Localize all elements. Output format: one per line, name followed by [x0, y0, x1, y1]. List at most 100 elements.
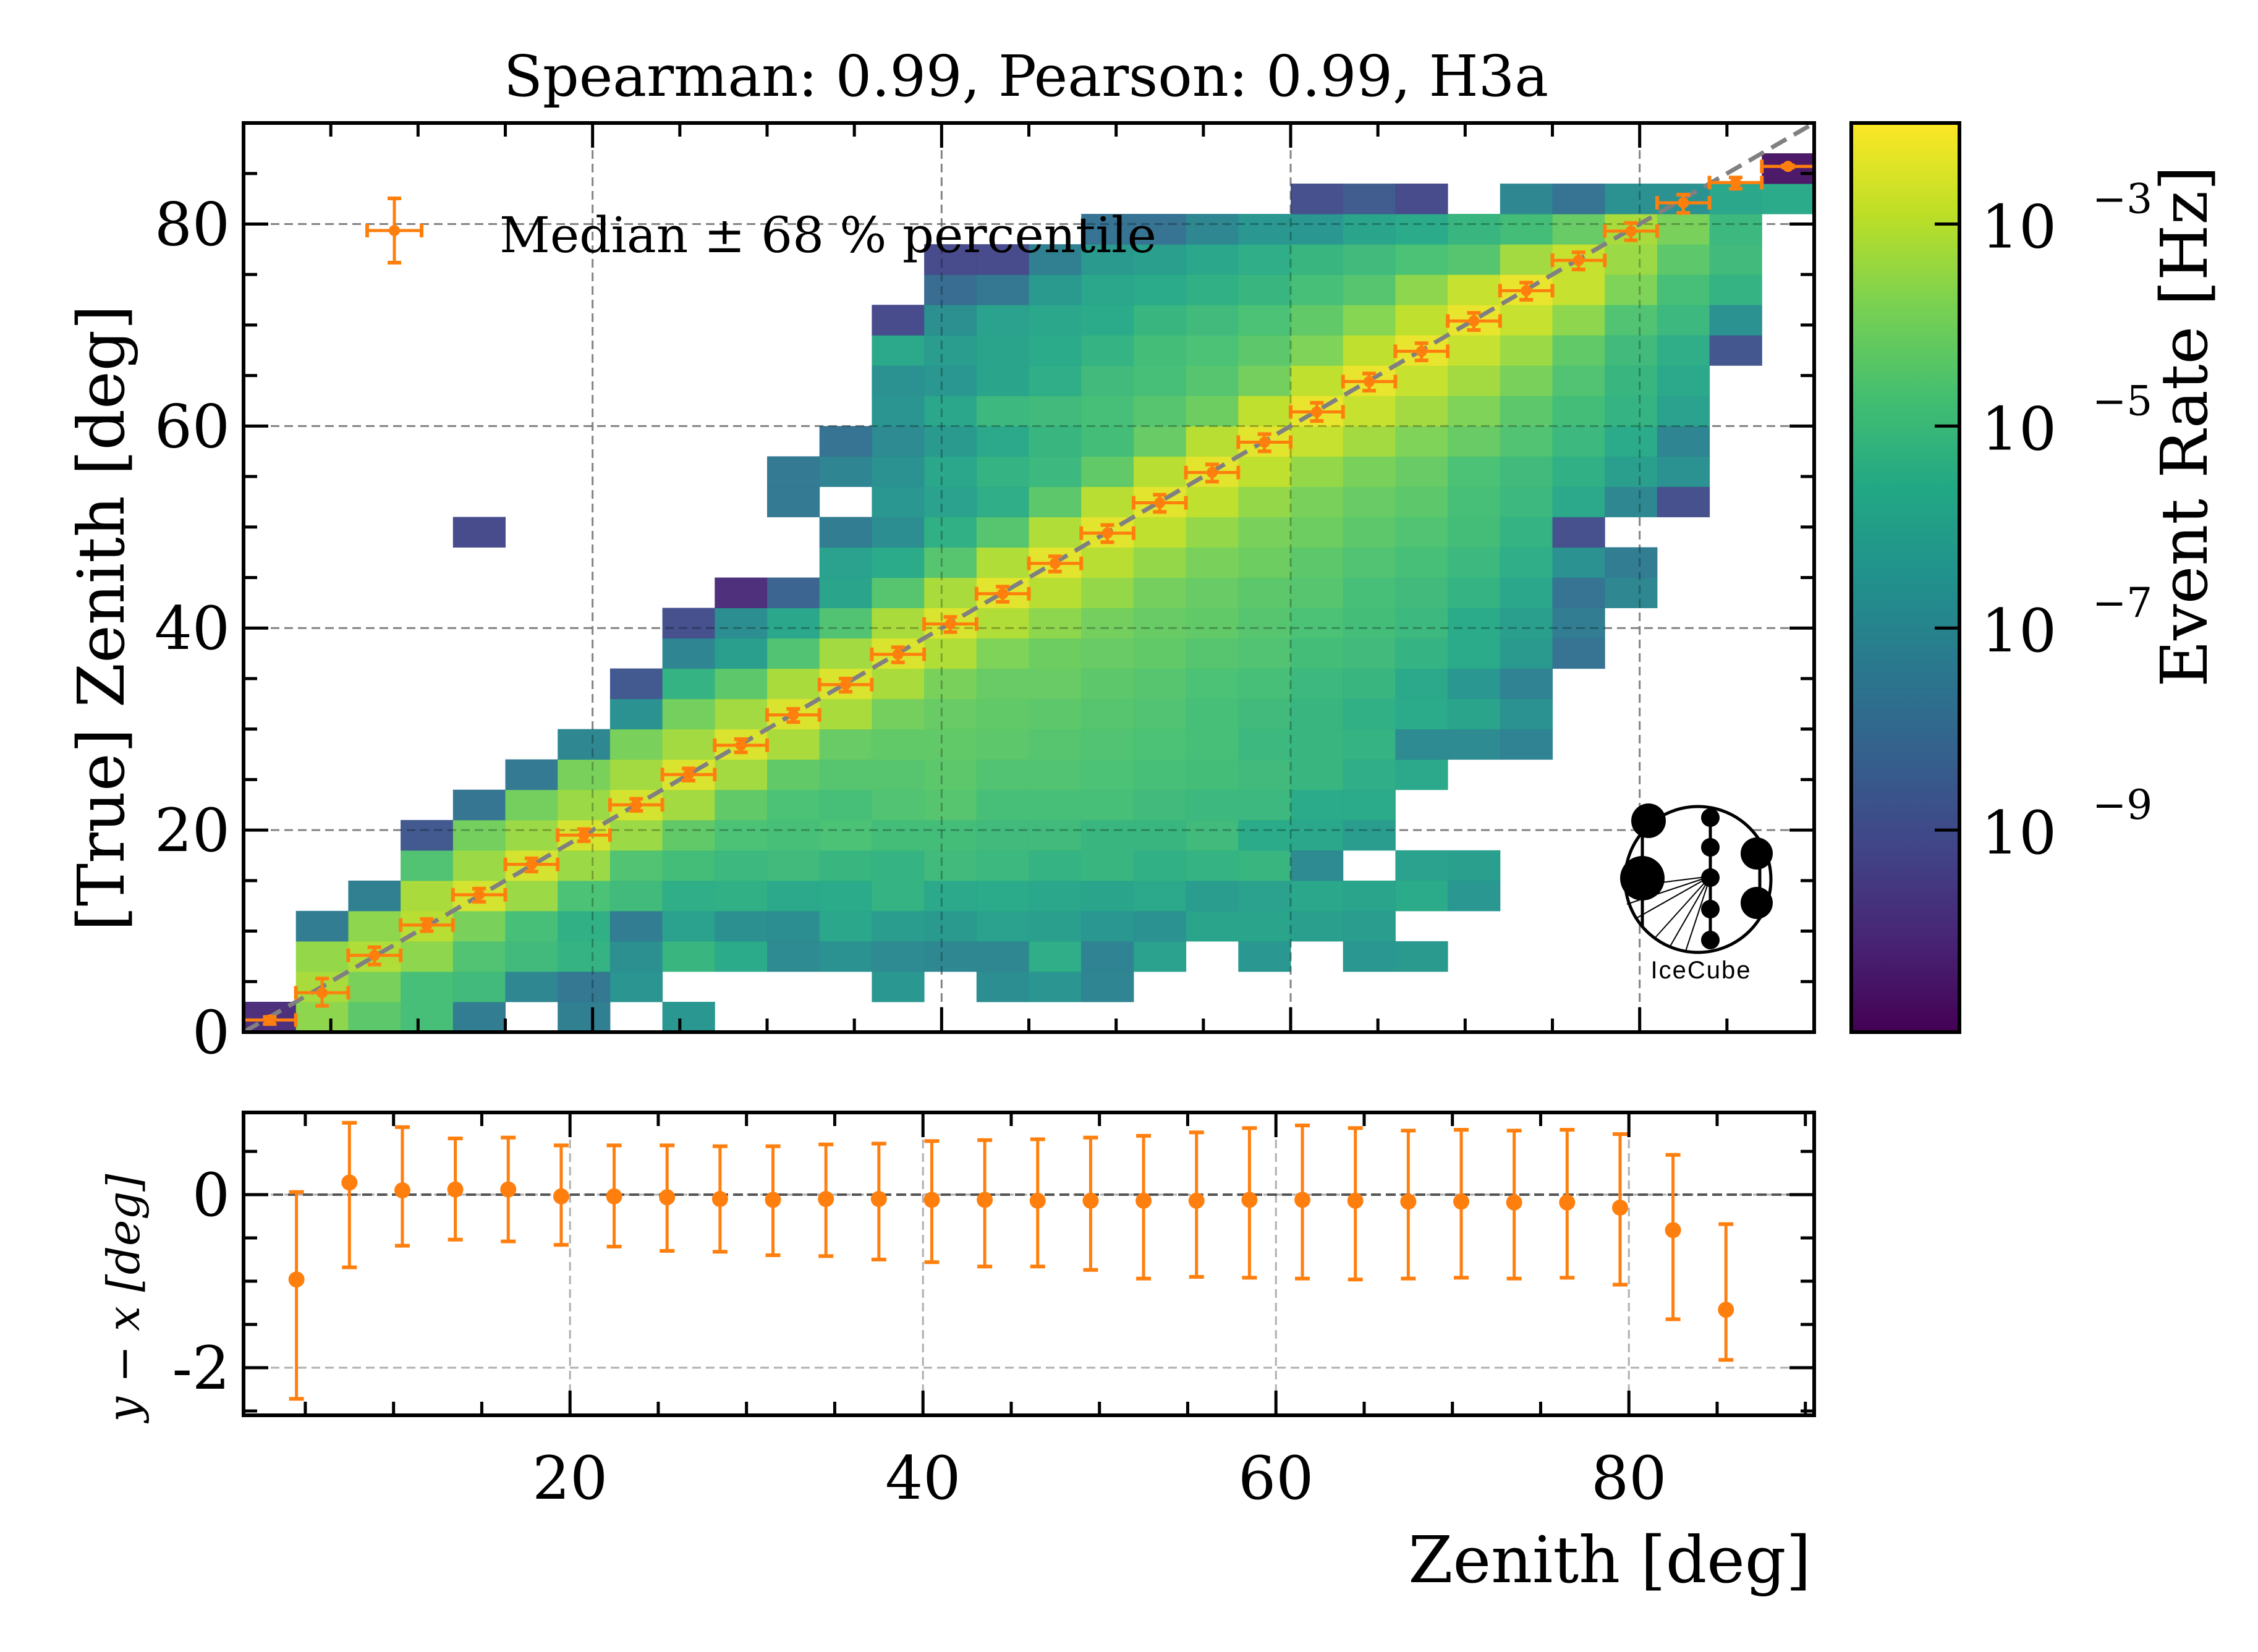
heatmap-cell [1291, 577, 1344, 609]
heatmap-cell [924, 759, 977, 790]
median-marker [892, 648, 904, 660]
residual-marker [977, 1192, 993, 1208]
heatmap-cell [1343, 941, 1396, 972]
heatmap-cell [1238, 910, 1291, 942]
heatmap-cell [1291, 274, 1344, 305]
residual-marker [1029, 1192, 1046, 1209]
heatmap-cell [1081, 729, 1134, 760]
heatmap-cell [1605, 426, 1658, 457]
heatmap-cell [1238, 517, 1291, 548]
heatmap-cell [1238, 698, 1291, 730]
heatmap-cell [348, 1001, 401, 1033]
heatmap-cell [1238, 335, 1291, 366]
heatmap-cell [924, 850, 977, 881]
heatmap-cell [1186, 850, 1239, 881]
heatmap-cell [1500, 729, 1553, 760]
heatmap-cell [976, 820, 1029, 851]
residual-point [553, 1143, 569, 1247]
heatmap-cell [1291, 214, 1344, 245]
heatmap-cell [1291, 910, 1344, 942]
heatmap-cell [1133, 365, 1187, 396]
median-marker [1678, 197, 1689, 209]
median-marker [1573, 255, 1584, 266]
heatmap-cell [1500, 517, 1553, 548]
residual-point [1453, 1128, 1469, 1280]
heatmap-cell [1029, 486, 1082, 517]
x-tick-label: 80 [1591, 1444, 1666, 1513]
median-point [817, 676, 874, 694]
residual-point [711, 1144, 728, 1254]
heatmap-cell [1605, 486, 1658, 517]
heatmap-cell [1238, 608, 1291, 639]
heatmap-cell [1552, 608, 1605, 639]
heatmap-cell [976, 486, 1029, 517]
heatmap-cell [1291, 698, 1344, 730]
heatmap-cell [609, 698, 663, 730]
heatmap-cell [715, 941, 768, 972]
heatmap-cell [924, 365, 977, 396]
heatmap-cell [1291, 426, 1344, 457]
heatmap-cell [609, 850, 663, 881]
heatmap-cell [1029, 910, 1082, 942]
heatmap-cell [1186, 668, 1239, 700]
residual-point [1029, 1137, 1046, 1269]
heatmap-cell [976, 941, 1029, 972]
heatmap-cell [872, 365, 925, 396]
residual-marker [1506, 1194, 1522, 1211]
heatmap-cell [1133, 274, 1187, 305]
colorbar-tick-exponent: −7 [2092, 579, 2152, 627]
heatmap-cell [924, 910, 977, 942]
heatmap-cell [1081, 305, 1134, 336]
median-marker [1101, 527, 1113, 539]
residual-point [923, 1139, 940, 1264]
heatmap-cell [662, 698, 715, 730]
heatmap-cell [1029, 789, 1082, 821]
median-point [1603, 221, 1659, 242]
heatmap-cell [767, 638, 820, 669]
heatmap-cell [924, 638, 977, 669]
median-point [1393, 341, 1450, 363]
heatmap-cell [1552, 396, 1605, 426]
median-point [346, 945, 403, 967]
heatmap-cell [1395, 880, 1448, 912]
residual-errorbars [288, 1120, 1734, 1401]
heatmap-cell [1395, 759, 1448, 790]
heatmap-cell [1186, 486, 1239, 517]
heatmap-cell [819, 638, 872, 669]
heatmap-cell [1291, 184, 1344, 214]
heatmap-cell [1500, 668, 1553, 700]
heatmap-cell [1395, 396, 1448, 426]
heatmap-cell [976, 698, 1029, 730]
heatmap-cell [1029, 759, 1082, 790]
heatmap-cell [295, 910, 349, 942]
heatmap-cell [715, 608, 768, 639]
heatmap-cell [1133, 456, 1187, 487]
heatmap-cell [1238, 547, 1291, 578]
heatmap-cell [767, 486, 820, 517]
heatmap-cell [872, 941, 925, 972]
residual-point [1082, 1135, 1099, 1272]
heatmap-cell [872, 456, 925, 487]
heatmap-cell [872, 880, 925, 912]
median-marker [525, 858, 537, 870]
heatmap-cell [1029, 517, 1082, 548]
heatmap-cell [872, 396, 925, 426]
heatmap-cell [924, 698, 977, 730]
heatmap-cell [976, 759, 1029, 790]
heatmap-cell [662, 729, 715, 760]
median-point [1446, 311, 1502, 333]
residual-marker [923, 1192, 940, 1208]
heatmap-cell [1448, 365, 1501, 396]
heatmap-cell [1133, 759, 1187, 790]
heatmap-cell [715, 820, 768, 851]
heatmap-cell [1238, 789, 1291, 821]
heatmap-cell [609, 820, 663, 851]
legend-marker-dot [389, 225, 400, 236]
heatmap-cell [924, 880, 977, 912]
heatmap-cell [924, 668, 977, 700]
heatmap-cell [1343, 820, 1396, 851]
residual-ticks [244, 1112, 1814, 1415]
median-marker [578, 829, 590, 841]
heatmap-cell [976, 789, 1029, 821]
heatmap-cell [1029, 820, 1082, 851]
